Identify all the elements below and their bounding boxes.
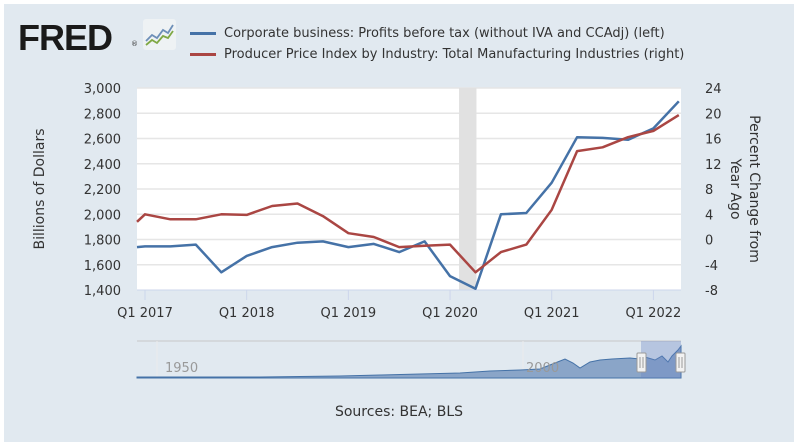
x-tick-label: Q1 2019 — [320, 306, 376, 321]
navigator[interactable]: 1950 2000 — [136, 340, 686, 379]
y-tick-label-right: 12 — [705, 158, 722, 173]
x-tick-label: Q1 2022 — [626, 306, 682, 321]
navigator-selection[interactable] — [641, 341, 681, 378]
source-text: Sources: BEA; BLS — [334, 404, 464, 420]
navigator-handle-right[interactable] — [675, 352, 686, 373]
navigator-label-1950: 1950 — [165, 361, 198, 376]
navigator-handle-left[interactable] — [636, 352, 647, 373]
x-tick-label: Q1 2017 — [117, 306, 173, 321]
y-tick-label-right: 24 — [705, 82, 722, 97]
legend-swatch-red — [190, 53, 216, 56]
y-axis-title-right-line2: Year Ago — [727, 157, 743, 219]
y-tick-label-left: 2,200 — [84, 183, 121, 198]
legend-item-ppi[interactable]: Producer Price Index by Industry: Total … — [190, 44, 684, 65]
y-tick-label-right: 20 — [705, 107, 722, 122]
fred-logo[interactable]: FRED — [18, 17, 113, 58]
y-tick-label-left: 2,000 — [84, 208, 121, 223]
y-tick-label-left: 2,600 — [84, 133, 121, 148]
y-tick-label-left: 1,600 — [84, 259, 121, 274]
y-tick-label-left: 2,800 — [84, 107, 121, 122]
y-tick-label-right: 16 — [705, 133, 722, 148]
legend-swatch-blue — [190, 32, 216, 35]
y-tick-label-right: 0 — [705, 234, 713, 249]
y-tick-label-right: 8 — [705, 183, 713, 198]
legend-label: Producer Price Index by Industry: Total … — [224, 47, 685, 62]
y-tick-label-right: -4 — [705, 259, 718, 274]
x-tick-label: Q1 2021 — [524, 306, 580, 321]
chart-legend: Corporate business: Profits before tax (… — [190, 23, 684, 65]
y-tick-label-left: 2,400 — [84, 158, 121, 173]
recession-band — [459, 88, 477, 290]
y-tick-label-left: 1,800 — [84, 234, 121, 249]
legend-item-profits[interactable]: Corporate business: Profits before tax (… — [190, 23, 684, 44]
y-axis-title-left: Billions of Dollars — [32, 128, 48, 249]
x-tick-label: Q1 2018 — [219, 306, 275, 321]
legend-label: Corporate business: Profits before tax (… — [224, 26, 665, 41]
line-chart-icon — [143, 19, 176, 50]
x-tick-label: Q1 2020 — [422, 306, 478, 321]
navigator-label-2000: 2000 — [526, 361, 559, 376]
navigator-series-area — [136, 344, 682, 379]
registered-mark: ® — [131, 40, 138, 48]
y-tick-label-right: -8 — [705, 284, 718, 299]
y-tick-label-left: 3,000 — [84, 82, 121, 97]
y-tick-label-left: 1,400 — [84, 284, 121, 299]
y-axis-title-right-line1: Percent Change from — [746, 115, 762, 263]
y-tick-label-right: 4 — [705, 208, 713, 223]
